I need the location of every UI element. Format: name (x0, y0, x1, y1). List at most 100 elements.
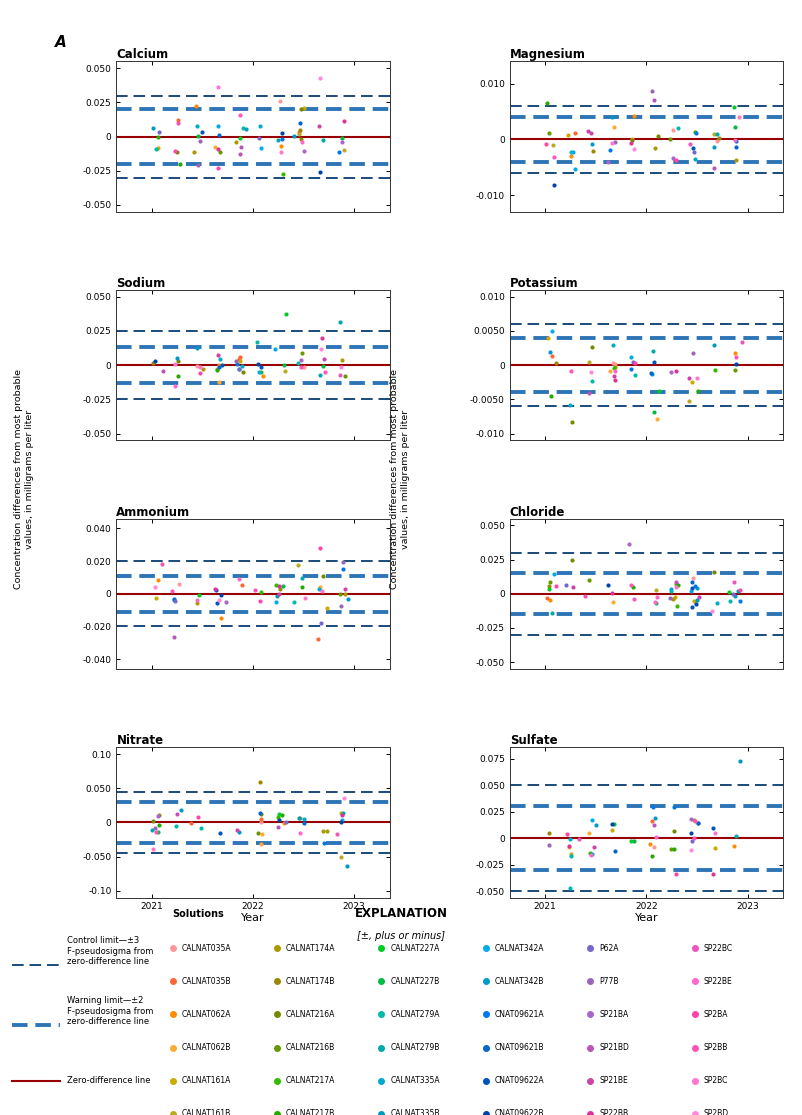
Point (236, 576, 249, 594)
Point (650, 127, 663, 145)
Point (664, 841, 677, 859)
Point (156, 362, 169, 380)
Point (606, 355, 619, 372)
Point (623, 348, 636, 366)
Text: CNAT09622B: CNAT09622B (494, 1109, 544, 1115)
Point (547, 176, 560, 194)
Point (626, 353, 638, 371)
Text: CALNAT217A: CALNAT217A (286, 1076, 334, 1085)
Point (669, 151, 682, 168)
Point (666, 120, 678, 138)
Point (543, 343, 556, 361)
Point (573, 830, 585, 847)
Point (542, 892, 555, 910)
Text: Control limit—±3
F-pseudosigma from
zero-difference line: Control limit—±3 F-pseudosigma from zero… (67, 937, 153, 966)
Point (605, 134, 618, 152)
Point (311, 630, 324, 648)
Point (294, 114, 306, 132)
Point (729, 348, 742, 366)
Point (544, 387, 557, 405)
Point (233, 348, 245, 366)
Point (585, 338, 597, 356)
Point (628, 366, 641, 384)
Point (334, 313, 346, 331)
Text: P77B: P77B (598, 977, 618, 986)
Point (212, 374, 225, 391)
Point (688, 578, 701, 595)
Point (237, 363, 249, 381)
Text: EXPLANATION: EXPLANATION (354, 908, 448, 920)
Point (668, 574, 681, 592)
Point (321, 599, 334, 617)
Point (706, 820, 719, 837)
Point (645, 365, 658, 382)
Point (298, 589, 311, 607)
Point (646, 342, 658, 360)
Point (687, 812, 700, 830)
Text: CALNAT062A: CALNAT062A (181, 1010, 231, 1019)
Text: SP22BB: SP22BB (598, 1109, 627, 1115)
Point (561, 825, 573, 843)
Text: SP21BE: SP21BE (598, 1076, 627, 1085)
Point (189, 97, 202, 115)
Point (316, 130, 329, 148)
Text: CALNAT174A: CALNAT174A (286, 943, 335, 952)
Point (296, 345, 309, 362)
Point (561, 126, 573, 144)
Point (584, 124, 597, 142)
Point (667, 798, 680, 816)
Point (564, 846, 577, 864)
Point (542, 836, 555, 854)
Point (607, 367, 620, 385)
Point (710, 125, 723, 143)
Point (626, 832, 639, 850)
Point (193, 133, 206, 151)
Text: CALNAT227A: CALNAT227A (390, 943, 439, 952)
Point (728, 827, 741, 845)
X-axis label: Year: Year (634, 913, 658, 923)
Point (273, 812, 286, 830)
Point (280, 306, 293, 323)
Point (627, 590, 640, 608)
Point (314, 69, 326, 87)
Point (707, 337, 720, 355)
Point (269, 576, 282, 594)
Point (540, 589, 553, 607)
Point (312, 580, 325, 598)
Point (732, 582, 745, 600)
Point (152, 571, 164, 589)
Point (294, 99, 307, 117)
Text: CALNAT342A: CALNAT342A (494, 943, 544, 952)
Point (147, 119, 160, 137)
Point (272, 584, 285, 602)
Point (254, 835, 267, 853)
Point (152, 807, 164, 825)
Text: Warning limit—±2
F-pseudosigma from
zero-difference line: Warning limit—±2 F-pseudosigma from zero… (67, 997, 153, 1026)
Point (292, 355, 305, 372)
Point (581, 123, 594, 140)
Point (312, 117, 325, 135)
Point (296, 578, 309, 595)
Point (728, 118, 741, 136)
Point (623, 576, 636, 594)
Point (171, 144, 184, 162)
Point (251, 824, 264, 842)
Point (727, 343, 740, 361)
Point (647, 352, 660, 370)
Point (603, 362, 616, 380)
Text: CALNAT161A: CALNAT161A (181, 1076, 230, 1085)
Point (229, 133, 242, 151)
Text: Nitrate: Nitrate (116, 734, 164, 747)
Point (272, 818, 285, 836)
Point (213, 126, 225, 144)
Point (547, 148, 560, 166)
Point (650, 588, 663, 605)
Point (313, 539, 326, 556)
Point (294, 824, 306, 842)
Point (191, 117, 204, 135)
Point (193, 363, 206, 381)
Point (729, 133, 742, 151)
Point (235, 357, 248, 375)
Point (194, 818, 207, 836)
Point (607, 815, 620, 833)
